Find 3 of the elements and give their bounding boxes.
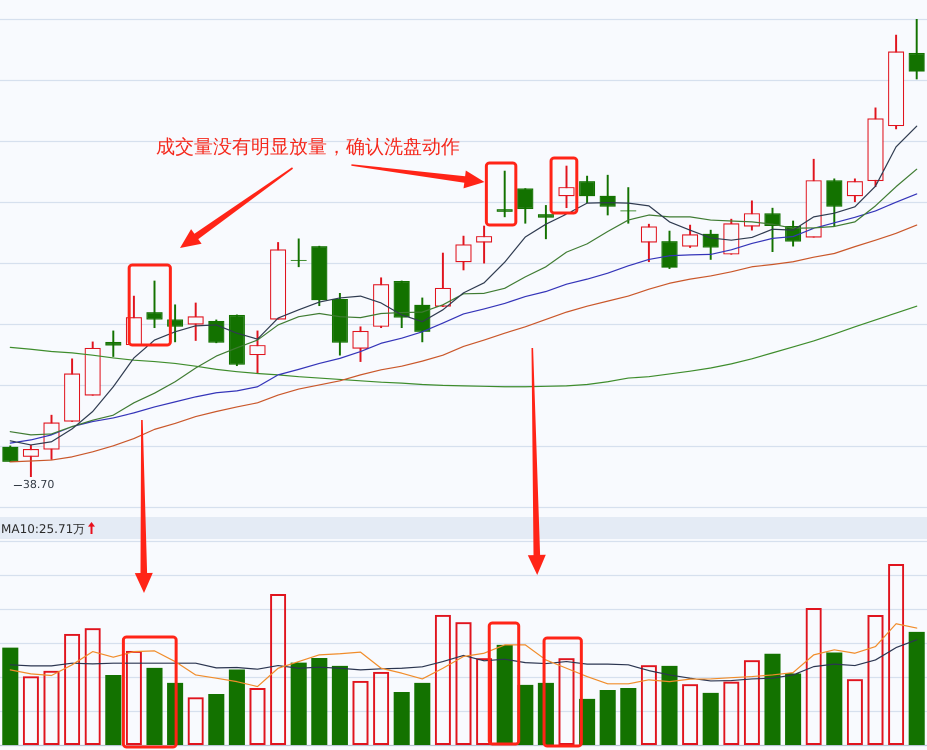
annotation: 成交量没有明显放量，确认洗盘动作: [156, 136, 460, 158]
text: MA10:25.71万: [1, 522, 86, 536]
text: 38.70: [22, 478, 54, 491]
